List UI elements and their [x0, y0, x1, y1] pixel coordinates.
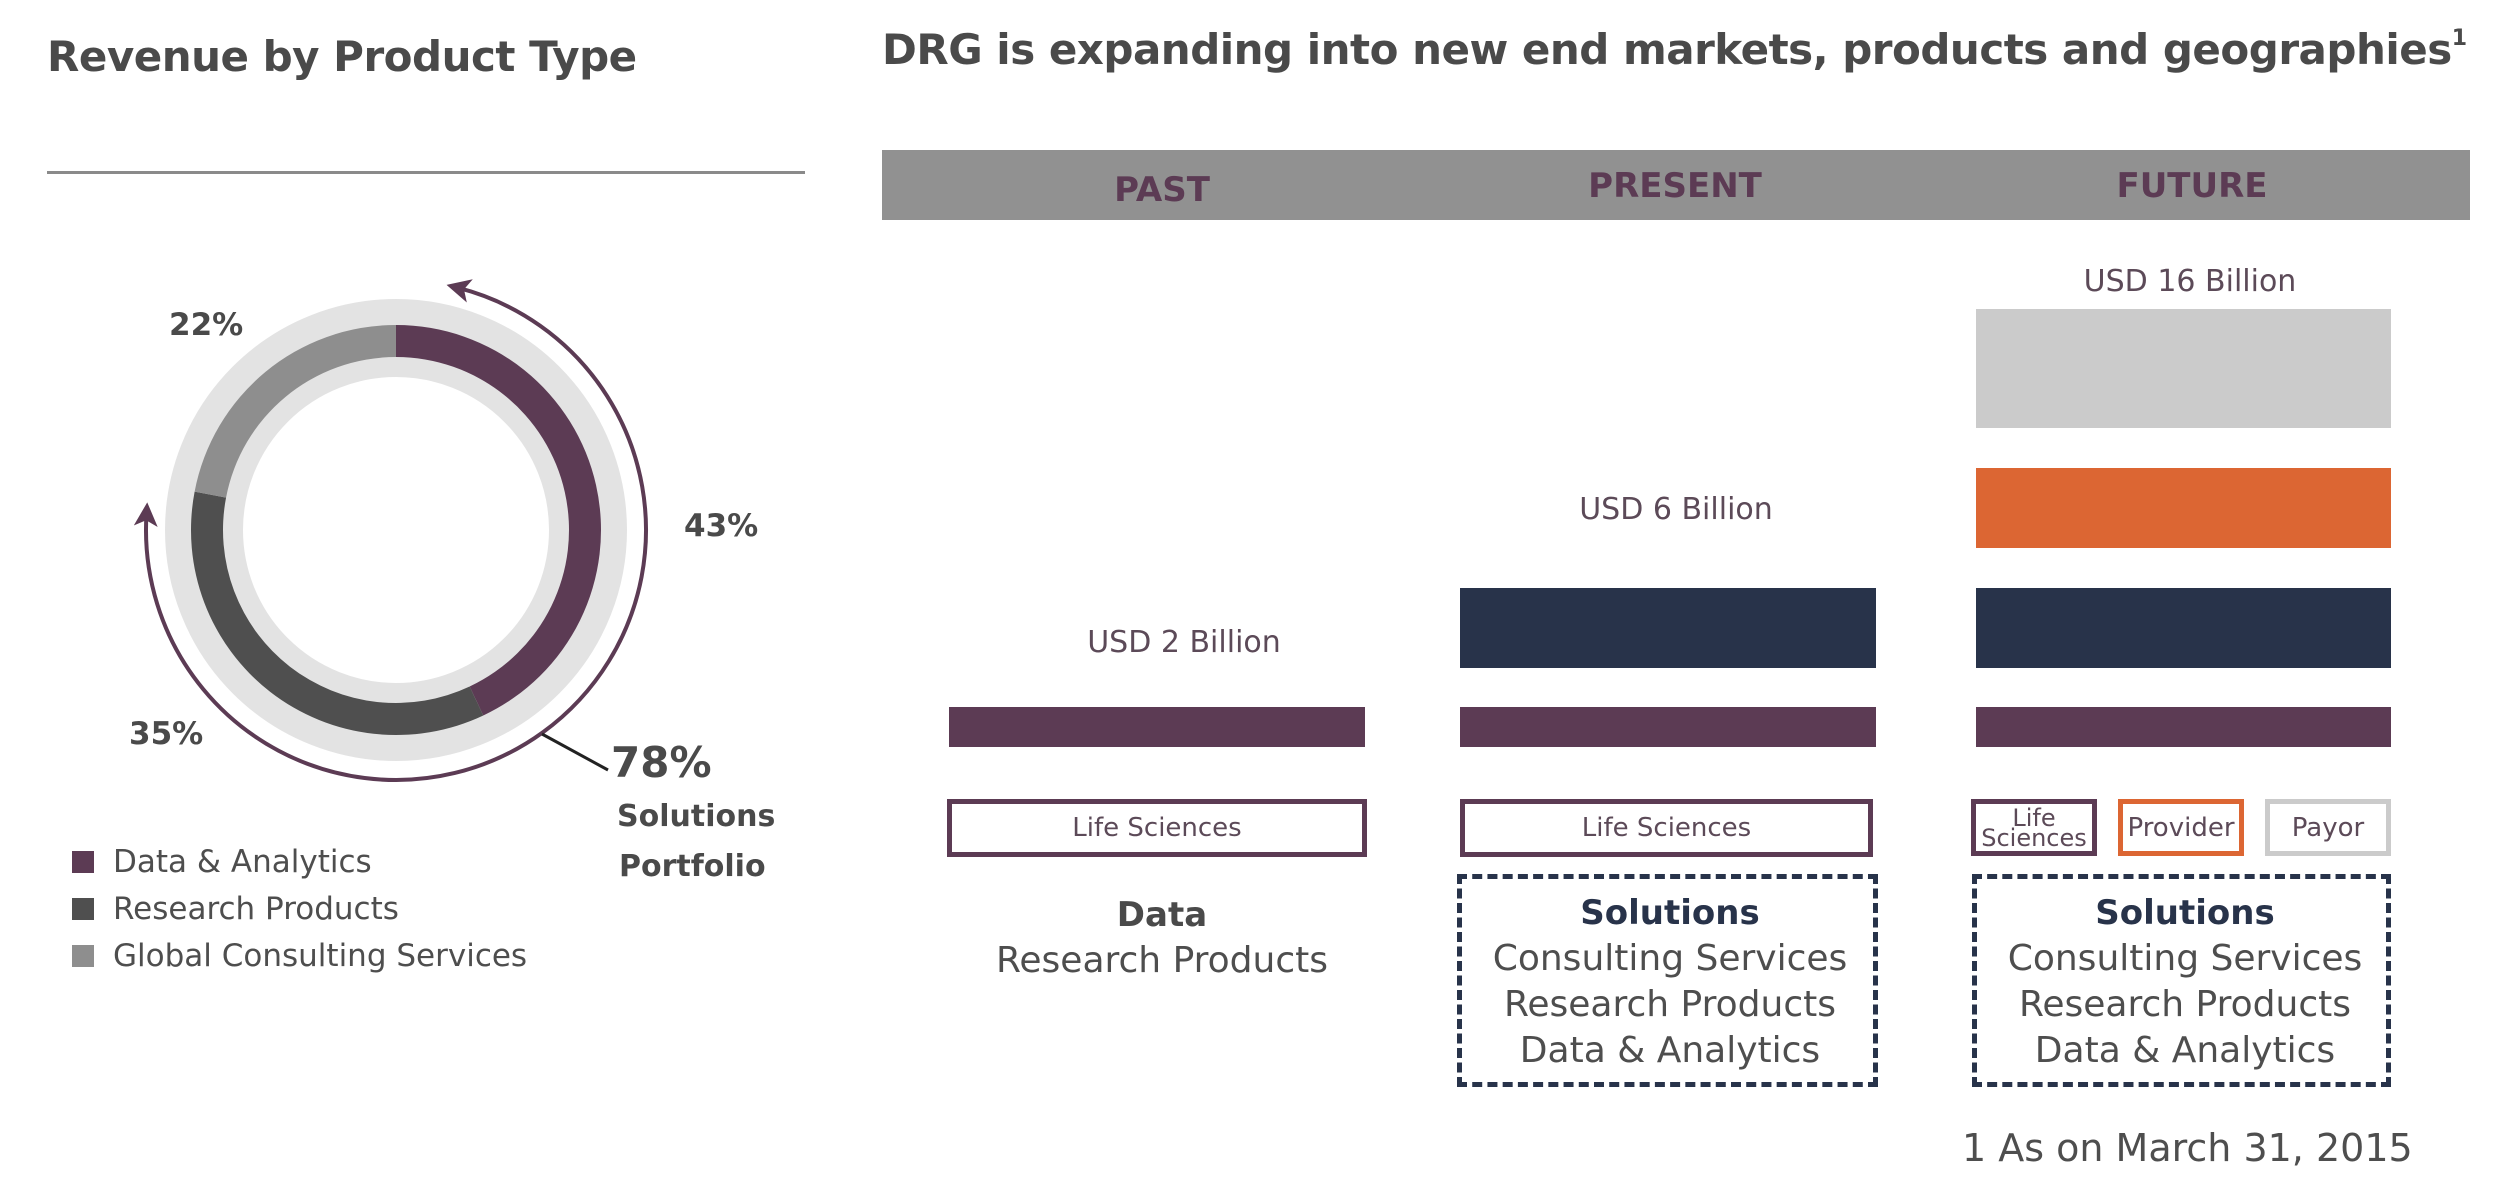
legend-label: Data & Analytics — [113, 844, 372, 880]
right-panel-title: DRG is expanding into new end markets, p… — [882, 25, 2467, 74]
offerings-past: Data Research Products — [996, 892, 1328, 984]
market-size-present: USD 6 Billion — [1579, 492, 1773, 527]
offering-head: Solutions — [1580, 893, 1760, 933]
bar-past-life-sciences — [949, 707, 1365, 747]
segment-box-past-life-sciences: Life Sciences — [947, 799, 1367, 857]
offering-item: Data & Analytics — [2034, 1030, 2336, 1071]
donut-slice-research-products — [191, 491, 484, 735]
offering-item: Consulting Services — [2007, 938, 2363, 979]
title-divider — [47, 171, 805, 174]
bar-future-provider — [1976, 468, 2391, 548]
solutions-portfolio-arc — [133, 279, 648, 782]
legend-item-data-analytics: Data & Analytics — [72, 844, 372, 880]
segment-label-line2: Sciences — [1981, 823, 2087, 852]
portfolio-label: Portfolio — [619, 849, 766, 884]
segment-box-future-provider: Provider — [2118, 799, 2244, 856]
footnote-marker: 1 — [2451, 26, 2467, 51]
offering-head: Solutions — [2095, 893, 2275, 933]
solutions-label: Solutions — [617, 799, 776, 834]
segment-box-future-life-sciences: Life Sciences — [1971, 799, 2097, 856]
slice-label-research: 35% — [129, 716, 204, 752]
legend-swatch — [72, 945, 94, 967]
legend-label: Research Products — [113, 891, 399, 927]
solutions-box-future — [1972, 874, 2391, 1087]
legend-item-consulting: Global Consulting Services — [72, 938, 527, 974]
bar-present-life-sciences — [1460, 707, 1876, 747]
column-header-present: PRESENT — [1588, 166, 1762, 206]
offerings-future: Solutions Consulting Services Research P… — [2008, 890, 2363, 1074]
donut-slice-data-analytics — [396, 325, 601, 716]
offering-item: Research Products — [995, 940, 1329, 981]
market-size-future: USD 16 Billion — [2083, 264, 2297, 299]
bar-future-payor — [1976, 309, 2391, 428]
slice-label-consulting: 22% — [169, 307, 244, 343]
segment-box-present-life-sciences: Life Sciences — [1460, 799, 1873, 857]
market-size-past: USD 2 Billion — [1087, 625, 1281, 660]
donut-chart — [133, 279, 648, 782]
offering-item: Research Products — [1503, 984, 1836, 1025]
solutions-percent: 78% — [611, 738, 712, 787]
bar-future-life-sciences — [1976, 707, 2391, 747]
legend-swatch — [72, 898, 94, 920]
slice-label-data-analytics: 43% — [684, 508, 759, 544]
offering-head: Data — [1116, 895, 1208, 935]
segment-box-future-payor: Payor — [2265, 799, 2391, 856]
legend-label: Global Consulting Services — [113, 938, 528, 974]
offering-item: Research Products — [2018, 984, 2351, 1025]
solutions-box-present — [1457, 874, 1878, 1087]
timeline-header-band — [882, 150, 2470, 220]
offerings-present: Solutions Consulting Services Research P… — [1493, 890, 1848, 1074]
segment-label-line1: Life — [2012, 803, 2056, 832]
bar-future-extension — [1976, 588, 2391, 668]
offering-item: Consulting Services — [1492, 938, 1848, 979]
left-panel-title: Revenue by Product Type — [47, 32, 637, 81]
footnote: 1 As on March 31, 2015 — [1962, 1126, 2413, 1170]
column-header-future: FUTURE — [2116, 166, 2268, 206]
legend-swatch — [72, 851, 94, 873]
offering-item: Data & Analytics — [1519, 1030, 1821, 1071]
right-title-text: DRG is expanding into new end markets, p… — [882, 25, 2452, 74]
legend-item-research-products: Research Products — [72, 891, 399, 927]
callout-leader-line — [541, 732, 609, 772]
bar-present-extension — [1460, 588, 1876, 668]
column-header-past: PAST — [1114, 170, 1210, 210]
